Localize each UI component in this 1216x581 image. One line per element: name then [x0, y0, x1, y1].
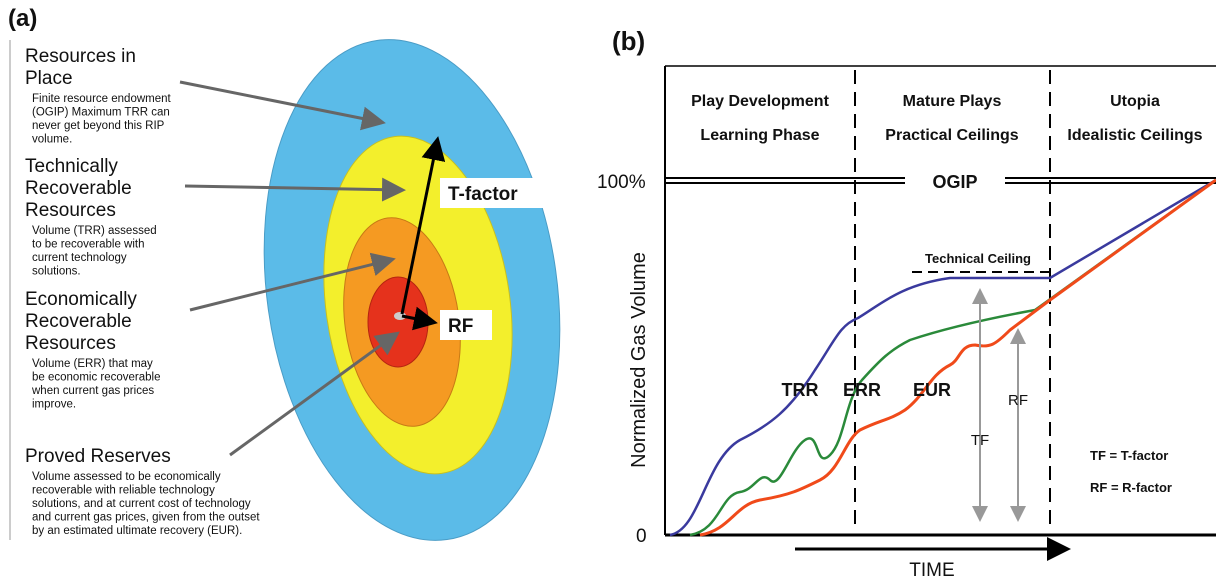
item-description: recoverable with reliable technology: [32, 485, 215, 497]
err-curve: [689, 178, 1216, 537]
item-title: Resources in: [25, 46, 136, 67]
label-box: [440, 178, 548, 208]
phase-subtitle: Practical Ceilings: [885, 127, 1018, 144]
legend-entry: RF = R-factor: [1090, 480, 1172, 495]
trr-curve: [669, 178, 1216, 537]
rf-label: RF: [448, 316, 473, 337]
pointer: [229, 331, 400, 457]
phase-title: Utopia: [1110, 93, 1160, 110]
panel-label: (a): [8, 5, 37, 32]
item-description: to be recoverable with: [32, 239, 145, 251]
t-factor-label: T-factor: [448, 184, 518, 205]
item-description: and current gas prices, given from the o…: [32, 512, 260, 524]
item-description: volume.: [32, 134, 72, 146]
item-description: never get beyond this RIP: [32, 120, 165, 132]
tf-label: TF: [971, 432, 989, 449]
item-description: by an estimated ultimate recovery (EUR).: [32, 525, 242, 537]
item-title: Resources: [25, 333, 116, 354]
curve-label: EUR: [913, 380, 951, 400]
y-bottom-label: 0: [636, 526, 647, 547]
item-title: Proved Reserves: [25, 446, 171, 467]
curve-label: ERR: [843, 380, 881, 400]
rf-arrow: [401, 306, 438, 331]
ogip-label: OGIP: [932, 172, 977, 192]
panel-b: (b) OGIP 100% 0 Normalized Gas Volume Te…: [597, 26, 1216, 581]
item-title: Recoverable: [25, 178, 132, 199]
item-title: Economically: [25, 289, 137, 310]
t-arrow: [400, 136, 446, 315]
item-description: Volume (TRR) assessed: [32, 225, 157, 237]
item-description: Volume assessed to be economically: [32, 471, 221, 483]
phase-subtitle: Idealistic Ceilings: [1067, 127, 1202, 144]
phase-title: Play Development: [691, 93, 830, 110]
item-description: solutions, and at current cost of techno…: [32, 498, 251, 510]
item-title: Recoverable: [25, 311, 132, 332]
pointer: [179, 80, 386, 131]
y-top-label: 100%: [597, 172, 646, 193]
item-title: Technically: [25, 156, 118, 177]
technical-ceiling: Technical Ceiling: [925, 251, 1031, 266]
item-description: Volume (ERR) that may: [32, 358, 153, 370]
item-description: (OGIP) Maximum TRR can: [32, 107, 170, 119]
item-description: Finite resource endowment: [32, 93, 172, 105]
pr-ellipse: [367, 276, 429, 368]
item-description: when current gas prices: [31, 385, 154, 397]
ogip-line: [665, 177, 1216, 184]
legend-entry: TF = T-factor: [1090, 448, 1168, 463]
panel-label: (b): [612, 26, 645, 56]
phase-title: Mature Plays: [903, 93, 1002, 110]
item-title: Resources: [25, 200, 116, 221]
item-description: improve.: [32, 399, 76, 411]
label-box: [440, 310, 492, 340]
item-description: solutions.: [32, 266, 81, 278]
pointer: [184, 177, 406, 202]
rf-label: RF: [1008, 392, 1028, 409]
item-description: current technology: [32, 252, 127, 264]
item-title: Place: [25, 68, 73, 89]
item-description: be economic recoverable: [32, 372, 161, 384]
x-axis-label: TIME: [909, 560, 954, 581]
y-axis-label: Normalized Gas Volume: [628, 252, 650, 468]
pointer: [189, 252, 396, 312]
curve-label: TRR: [782, 380, 819, 400]
phase-subtitle: Learning Phase: [700, 127, 819, 144]
